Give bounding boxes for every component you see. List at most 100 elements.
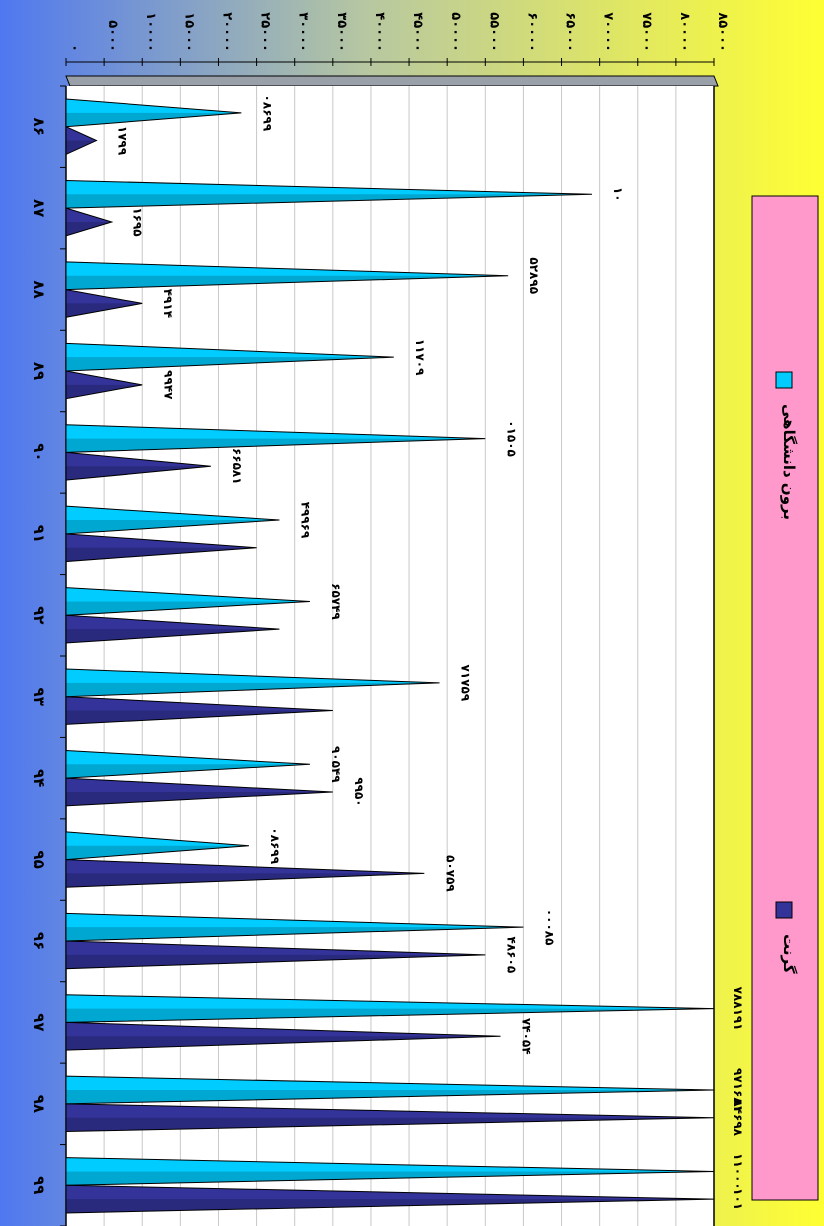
grant-data-label: ۱۷۹۹ bbox=[115, 126, 129, 156]
outside-university-bar-shade bbox=[66, 112, 242, 127]
plot-area bbox=[66, 86, 714, 1226]
category-label: ۹۳ bbox=[30, 688, 48, 706]
grant-bar-shade bbox=[66, 466, 211, 481]
legend-swatch bbox=[775, 371, 793, 389]
grant-bar bbox=[65, 777, 333, 807]
outside-university-data-label: ۹۰۵۴۹ bbox=[329, 746, 343, 783]
grant-data-label: ۹۹۵۰ bbox=[352, 777, 366, 806]
grant-bar bbox=[65, 614, 280, 644]
category-label: ۹۸ bbox=[30, 1095, 48, 1113]
outside-university-data-label: ۰۸۶۹۹ bbox=[268, 827, 282, 864]
value-axis-tick-label: ۵۰۰۰ bbox=[105, 20, 120, 52]
outside-university-bar bbox=[65, 424, 486, 453]
value-axis-tick-label: ۳۵۰۰۰ bbox=[334, 12, 349, 52]
value-axis-tick-label: ۱۰۰۰۰ bbox=[143, 12, 158, 52]
grant-data-label: ۶۶۵۸۱ bbox=[230, 448, 244, 485]
outside-university-data-label: ۰۱۵۰۵ bbox=[504, 420, 518, 457]
grant-bar bbox=[65, 451, 211, 481]
grant-bar-shade bbox=[66, 954, 486, 969]
value-axis-tick-label: ۴۰۰۰۰ bbox=[372, 12, 387, 52]
value-axis-tick-label: ۲۰۰۰۰ bbox=[219, 12, 234, 52]
value-axis-tick-label: ۰ bbox=[67, 44, 82, 52]
outside-university-bar-shade bbox=[66, 1171, 714, 1186]
outside-university-bar bbox=[65, 912, 524, 942]
outside-university-bar bbox=[65, 505, 280, 535]
category-label: ۸۹ bbox=[30, 362, 48, 380]
category-label: ۹۵ bbox=[30, 850, 48, 868]
outside-university-bar bbox=[65, 98, 242, 128]
outside-university-bar-shade bbox=[66, 764, 310, 779]
legend-label: گرنت bbox=[780, 934, 798, 974]
outside-university-bar bbox=[65, 1075, 715, 1105]
outside-university-bar bbox=[65, 831, 250, 861]
grant-bar-shade bbox=[66, 1036, 501, 1051]
grant-bar-shade bbox=[66, 221, 112, 236]
grant-bar bbox=[65, 1103, 715, 1133]
value-axis-tick-label: ۸۰۰۰۰ bbox=[677, 12, 692, 52]
outside-university-data-label: ۴۹۹۶۹ bbox=[298, 502, 312, 539]
legend-label: برون دانشگاهی bbox=[780, 404, 798, 520]
outside-university-bar bbox=[65, 587, 310, 616]
outside-university-data-label: ۰۰۰۸۵ bbox=[542, 909, 556, 946]
outside-university-bar bbox=[65, 1157, 715, 1186]
grant-data-label: ۷۴۰۵۴ bbox=[520, 1018, 534, 1055]
outside-university-bar-shade bbox=[66, 275, 509, 290]
category-label: ۹۹ bbox=[30, 1176, 48, 1194]
value-axis-tick-label: ۶۰۰۰۰ bbox=[524, 12, 539, 52]
grant-bar-shade bbox=[66, 629, 280, 643]
grant-bar-shade bbox=[66, 303, 143, 318]
category-label: ۹۴ bbox=[30, 769, 48, 787]
category-label: ۸۶ bbox=[30, 118, 48, 136]
category-label: ۸۸ bbox=[30, 280, 48, 298]
grant-data-label: ۴۹۱۴ bbox=[161, 289, 175, 318]
value-axis-tick-label: ۱۵۰۰۰ bbox=[181, 12, 196, 52]
outside-university-bar bbox=[65, 179, 593, 209]
grant-bar bbox=[65, 940, 486, 970]
value-axis-tick-label: ۳۰۰۰۰ bbox=[296, 12, 311, 52]
grant-bar bbox=[65, 533, 257, 563]
grant-bar-shade bbox=[66, 873, 425, 888]
outside-university-data-label: ۱۰ bbox=[611, 187, 625, 202]
grant-bar bbox=[65, 859, 425, 888]
outside-university-bar-shade bbox=[66, 601, 310, 616]
value-axis-tick-label: ۷۵۰۰۰ bbox=[639, 12, 654, 52]
grant-bar bbox=[65, 1184, 715, 1214]
grant-bar bbox=[65, 1021, 501, 1051]
grant-bar bbox=[65, 370, 143, 400]
legend-swatch bbox=[775, 901, 793, 919]
outside-university-data-label: ۵۲۸۹۵ bbox=[527, 257, 541, 294]
outside-university-bar-shade bbox=[66, 682, 440, 697]
grant-bar bbox=[65, 207, 114, 237]
value-axis-tick-label: ۶۵۰۰۰ bbox=[563, 12, 578, 52]
grant-data-label: ۴۸۶۰۵ bbox=[504, 937, 518, 974]
grant-data-label: ۱۶۹۵ bbox=[131, 207, 145, 236]
grant-bar-shade bbox=[66, 1199, 714, 1213]
grant-bar bbox=[65, 288, 143, 318]
legend-box bbox=[751, 195, 819, 1201]
value-axis-tick-label: ۲۵۰۰۰ bbox=[258, 12, 273, 52]
category-label: ۹۱ bbox=[30, 525, 48, 543]
plot-floor-3d bbox=[65, 75, 719, 87]
value-axis-tick-label: ۵۵۰۰۰ bbox=[486, 12, 501, 52]
grant-bar-shade bbox=[66, 547, 257, 562]
category-label: ۸۷ bbox=[30, 199, 48, 217]
outside-university-bar bbox=[65, 994, 715, 1023]
outside-university-data-label: ۶۵۷۴۹ bbox=[329, 583, 343, 620]
outside-university-bar bbox=[65, 342, 394, 372]
outside-university-data-label: ۹۷۱۶۸۱ bbox=[731, 1068, 745, 1112]
outside-university-data-label: ۱۱۰۰۰ bbox=[731, 1153, 745, 1190]
category-label: ۹۷ bbox=[30, 1013, 48, 1031]
value-axis-tick-label: ۸۵۰۰۰ bbox=[715, 12, 730, 52]
grant-bar-shade bbox=[66, 710, 333, 725]
outside-university-bar-shade bbox=[66, 845, 249, 860]
category-label: ۹۲ bbox=[30, 606, 48, 624]
outside-university-bar-shade bbox=[66, 438, 486, 453]
value-axis-tick-label: ۷۰۰۰۰ bbox=[601, 12, 616, 52]
outside-university-bar-shade bbox=[66, 927, 524, 941]
outside-university-bar-shade bbox=[66, 194, 593, 209]
category-label: ۹۰ bbox=[30, 443, 48, 461]
outside-university-bar-shade bbox=[66, 1090, 714, 1104]
outside-university-data-label: ۰۸۶۹۹ bbox=[260, 95, 274, 132]
grant-bar-shade bbox=[66, 384, 143, 399]
